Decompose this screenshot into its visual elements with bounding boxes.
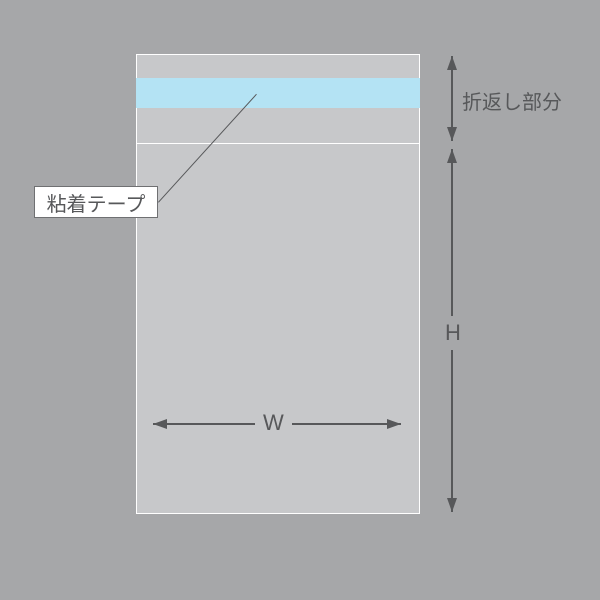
dim-h-arrow-down-icon bbox=[447, 498, 457, 512]
tape-label: 粘着テープ bbox=[34, 186, 158, 218]
dim-h-label: H bbox=[445, 316, 461, 350]
dim-w-arrow-left-icon bbox=[153, 419, 167, 429]
bag-outline bbox=[136, 54, 420, 514]
adhesive-tape-strip bbox=[136, 78, 420, 108]
dim-h-label-text: H bbox=[445, 320, 461, 345]
diagram-canvas: 粘着テープ 折返し部分 W H bbox=[0, 0, 600, 600]
fold-label-text: 折返し部分 bbox=[462, 92, 562, 114]
dim-h-arrow-up-icon bbox=[447, 149, 457, 163]
dim-fold-arrow-up-icon bbox=[447, 56, 457, 70]
dim-fold-arrow-down-icon bbox=[447, 127, 457, 141]
dim-w-label-text: W bbox=[263, 410, 284, 435]
fold-line bbox=[136, 143, 420, 144]
tape-label-text: 粘着テープ bbox=[47, 188, 146, 217]
dim-w-arrow-right-icon bbox=[387, 419, 401, 429]
dim-w-label: W bbox=[255, 410, 292, 436]
fold-label: 折返し部分 bbox=[462, 86, 562, 115]
